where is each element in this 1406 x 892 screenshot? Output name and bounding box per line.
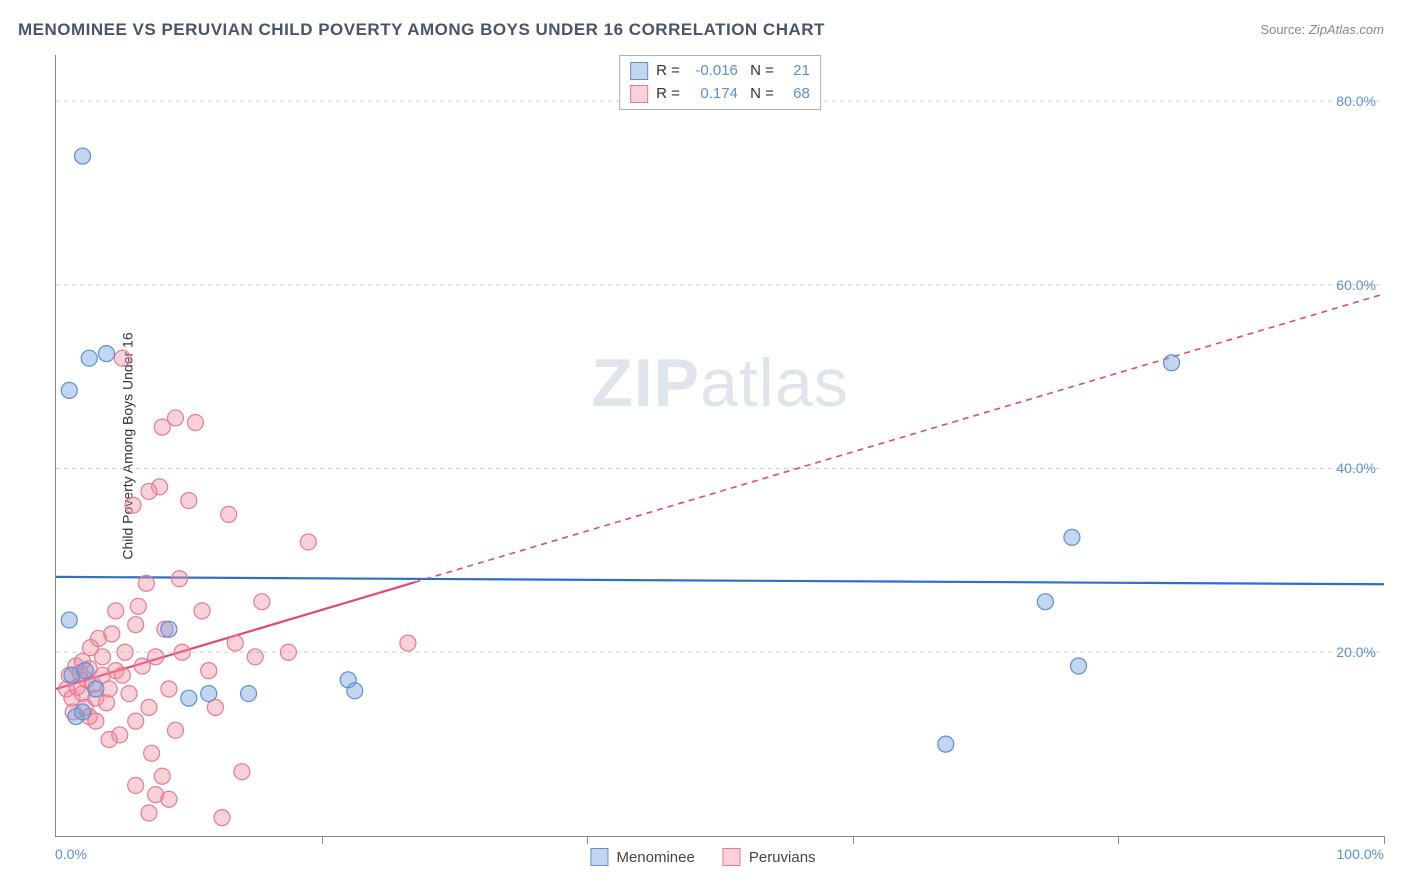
data-point	[98, 695, 114, 711]
data-point	[101, 732, 117, 748]
data-point	[1037, 594, 1053, 610]
trend-line	[56, 577, 1384, 584]
data-point	[300, 534, 316, 550]
data-point	[144, 745, 160, 761]
swatch-peruvians	[630, 85, 648, 103]
data-point	[201, 686, 217, 702]
swatch-menominee	[630, 62, 648, 80]
data-point	[125, 497, 141, 513]
data-point	[1064, 529, 1080, 545]
data-point	[61, 382, 77, 398]
data-point	[181, 493, 197, 509]
n-value-1: 68	[782, 83, 810, 106]
data-point	[168, 722, 184, 738]
y-tick-label: 40.0%	[1336, 460, 1376, 476]
data-point	[128, 617, 144, 633]
y-tick-label: 80.0%	[1336, 93, 1376, 109]
data-point	[234, 764, 250, 780]
data-point	[221, 506, 237, 522]
y-tick-label: 60.0%	[1336, 277, 1376, 293]
source-attribution: Source: ZipAtlas.com	[1260, 22, 1384, 37]
data-point	[168, 410, 184, 426]
data-point	[181, 690, 197, 706]
data-point	[141, 483, 157, 499]
x-tick	[1384, 836, 1385, 844]
data-point	[138, 575, 154, 591]
data-point	[114, 350, 130, 366]
data-point	[121, 686, 137, 702]
data-point	[227, 635, 243, 651]
r-label: R =	[656, 83, 680, 106]
data-point	[94, 649, 110, 665]
data-point	[247, 649, 263, 665]
r-value-1: 0.174	[688, 83, 738, 106]
legend-stats-row-1: R = 0.174 N = 68	[630, 83, 810, 106]
data-point	[88, 681, 104, 697]
r-value-0: -0.016	[688, 60, 738, 83]
data-point	[141, 805, 157, 821]
data-point	[81, 350, 97, 366]
data-point	[187, 415, 203, 431]
x-axis-max-label: 100.0%	[1337, 846, 1384, 862]
data-point	[128, 777, 144, 793]
x-tick	[587, 836, 588, 844]
data-point	[241, 686, 257, 702]
source-label: Source:	[1260, 22, 1305, 37]
data-point	[104, 626, 120, 642]
n-label: N =	[746, 60, 774, 83]
n-value-0: 21	[782, 60, 810, 83]
data-point	[128, 713, 144, 729]
data-point	[1164, 355, 1180, 371]
data-point	[108, 603, 124, 619]
data-point	[201, 663, 217, 679]
data-point	[161, 681, 177, 697]
y-tick-label: 20.0%	[1336, 644, 1376, 660]
data-point	[130, 598, 146, 614]
data-point	[174, 644, 190, 660]
data-point	[254, 594, 270, 610]
data-point	[154, 768, 170, 784]
data-point	[75, 704, 91, 720]
x-tick	[1118, 836, 1119, 844]
x-axis-min-label: 0.0%	[55, 846, 87, 862]
data-point	[347, 683, 363, 699]
chart-container: MENOMINEE VS PERUVIAN CHILD POVERTY AMON…	[0, 0, 1406, 892]
data-point	[161, 621, 177, 637]
data-point	[141, 699, 157, 715]
swatch-peruvians	[723, 848, 741, 866]
chart-title: MENOMINEE VS PERUVIAN CHILD POVERTY AMON…	[18, 20, 825, 40]
legend-label-0: Menominee	[616, 849, 694, 866]
plot-area: ZIPatlas R = -0.016 N = 21 R = 0.174 N =…	[55, 55, 1384, 837]
legend-label-1: Peruvians	[749, 849, 816, 866]
data-point	[77, 663, 93, 679]
data-point	[400, 635, 416, 651]
data-point	[172, 571, 188, 587]
plot-svg	[56, 55, 1384, 836]
data-point	[280, 644, 296, 660]
data-point	[114, 667, 130, 683]
bottom-legend: Menominee Peruvians	[590, 848, 815, 866]
data-point	[98, 346, 114, 362]
legend-item-menominee: Menominee	[590, 848, 694, 866]
data-point	[1071, 658, 1087, 674]
x-tick	[853, 836, 854, 844]
r-label: R =	[656, 60, 680, 83]
data-point	[61, 612, 77, 628]
data-point	[117, 644, 133, 660]
data-point	[75, 148, 91, 164]
legend-stats-row-0: R = -0.016 N = 21	[630, 60, 810, 83]
swatch-menominee	[590, 848, 608, 866]
trend-line-dashed	[415, 294, 1384, 582]
data-point	[148, 649, 164, 665]
legend-item-peruvians: Peruvians	[723, 848, 816, 866]
x-tick	[322, 836, 323, 844]
data-point	[194, 603, 210, 619]
n-label: N =	[746, 83, 774, 106]
data-point	[214, 810, 230, 826]
data-point	[148, 787, 164, 803]
legend-stats-box: R = -0.016 N = 21 R = 0.174 N = 68	[619, 55, 821, 110]
source-value: ZipAtlas.com	[1309, 22, 1384, 37]
data-point	[938, 736, 954, 752]
